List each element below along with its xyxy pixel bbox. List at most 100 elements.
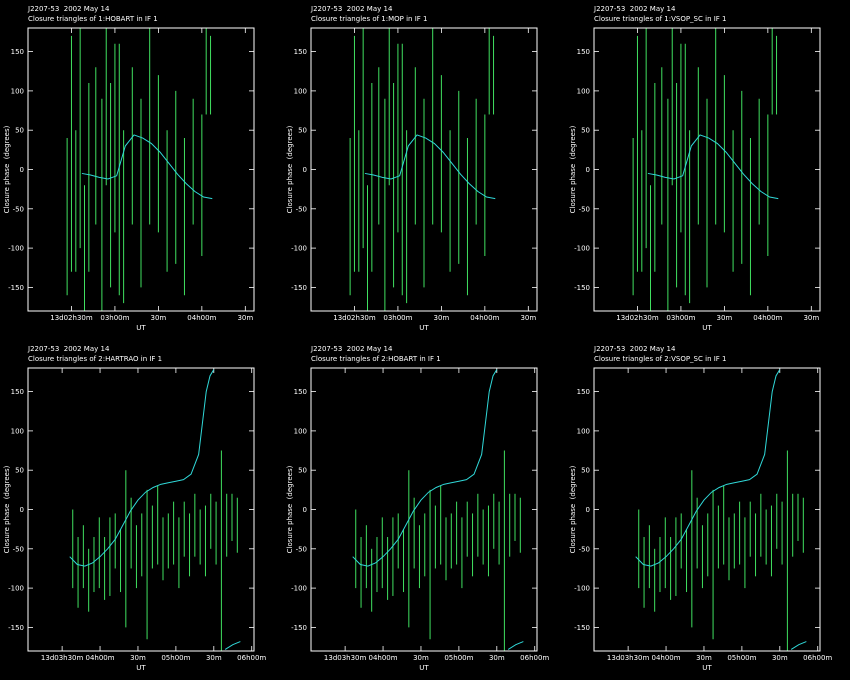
x-tick-label: 30m xyxy=(413,654,429,662)
x-tick-label: 13d02h30m xyxy=(50,314,93,322)
x-tick-label: 30m xyxy=(803,314,819,322)
x-tick-label: 30m xyxy=(237,314,253,322)
panel: J2207-53 2002 May 14 Closure triangles of… xyxy=(286,345,549,672)
x-axis-label: UT xyxy=(136,324,146,332)
x-axis-label: UT xyxy=(702,324,712,332)
chart-title: J2207-53 2002 May 14 xyxy=(310,5,393,13)
y-tick-label: 0 xyxy=(303,166,307,174)
model-curve xyxy=(69,369,241,650)
x-axis-label: UT xyxy=(136,664,146,672)
x-tick-label: 05h00m xyxy=(444,654,473,662)
chart-subtitle: Closure triangles of 1:HOBART in IF 1 xyxy=(28,15,158,23)
y-tick-label: -50 xyxy=(13,205,24,213)
x-tick-label: 05h00m xyxy=(727,654,756,662)
chart-subtitle: Closure triangles of 1:VSOP_SC in IF 1 xyxy=(594,15,727,23)
x-tick-label: 06h00m xyxy=(803,654,832,662)
y-tick-label: 50 xyxy=(15,467,24,475)
plot-area xyxy=(632,28,779,311)
chart-title: J2207-53 2002 May 14 xyxy=(27,345,110,353)
x-axis-label: UT xyxy=(702,664,712,672)
y-axis-label: Closure phase (degrees) xyxy=(3,125,11,213)
x-tick-label: 04h00m xyxy=(470,314,499,322)
y-tick-label: -100 xyxy=(291,245,307,253)
y-tick-label: 50 xyxy=(581,467,590,475)
x-tick-label: 13d02h30m xyxy=(333,314,376,322)
plot-area xyxy=(69,369,241,651)
panel: J2207-53 2002 May 14 Closure triangles of… xyxy=(286,5,538,332)
x-tick-label: 13d03h30m xyxy=(324,654,367,662)
chart-title: J2207-53 2002 May 14 xyxy=(593,345,676,353)
y-tick-label: 50 xyxy=(581,127,590,135)
plot-frame xyxy=(27,27,255,312)
y-tick-label: -50 xyxy=(579,545,590,553)
y-tick-label: 100 xyxy=(294,87,307,95)
y-tick-label: -100 xyxy=(574,585,590,593)
x-tick-label: 06h00m xyxy=(520,654,549,662)
y-axis-label: Closure phase (degrees) xyxy=(569,465,577,553)
model-curve xyxy=(647,134,779,200)
chart-subtitle: Closure triangles of 2:HOBART in IF 1 xyxy=(311,355,441,363)
plot-area xyxy=(352,369,524,651)
y-axis-label: Closure phase (degrees) xyxy=(3,465,11,553)
model-curve xyxy=(81,134,213,200)
chart-title: J2207-53 2002 May 14 xyxy=(27,5,110,13)
model-curve xyxy=(635,369,807,650)
y-tick-label: 0 xyxy=(20,166,24,174)
y-tick-label: 100 xyxy=(294,427,307,435)
x-axis-label: UT xyxy=(419,664,429,672)
chart-title: J2207-53 2002 May 14 xyxy=(593,5,676,13)
y-tick-label: 0 xyxy=(20,506,24,514)
y-tick-label: -100 xyxy=(8,585,24,593)
x-tick-label: 30m xyxy=(489,654,505,662)
x-tick-label: 13d03h30m xyxy=(41,654,84,662)
plot-area xyxy=(349,28,496,311)
plot-frame xyxy=(593,367,821,652)
x-tick-label: 03h00m xyxy=(666,314,695,322)
y-tick-label: 150 xyxy=(11,388,24,396)
y-tick-label: -150 xyxy=(8,284,24,292)
x-axis-label: UT xyxy=(419,324,429,332)
x-tick-label: 03h00m xyxy=(100,314,129,322)
x-tick-label: 30m xyxy=(151,314,167,322)
x-tick-label: 04h00m xyxy=(369,654,398,662)
panel: J2207-53 2002 May 14 Closure triangles of… xyxy=(3,5,255,332)
y-tick-label: 0 xyxy=(586,166,590,174)
y-tick-label: -150 xyxy=(574,624,590,632)
x-tick-label: 04h00m xyxy=(86,654,115,662)
x-tick-label: 30m xyxy=(520,314,536,322)
y-tick-label: 50 xyxy=(15,127,24,135)
x-tick-label: 13d03h30m xyxy=(607,654,650,662)
y-axis-label: Closure phase (degrees) xyxy=(286,125,294,213)
x-tick-label: 04h00m xyxy=(187,314,216,322)
panel: J2207-53 2002 May 14 Closure triangles of… xyxy=(3,345,266,672)
y-tick-label: 100 xyxy=(11,87,24,95)
y-tick-label: 0 xyxy=(303,506,307,514)
y-tick-label: 100 xyxy=(577,427,590,435)
chart-subtitle: Closure triangles of 2:HARTRAO in IF 1 xyxy=(28,355,162,363)
y-tick-label: 0 xyxy=(586,506,590,514)
y-tick-label: 150 xyxy=(577,388,590,396)
y-tick-label: -100 xyxy=(574,245,590,253)
plot-frame xyxy=(593,27,821,312)
y-tick-label: -50 xyxy=(296,205,307,213)
y-tick-label: -150 xyxy=(291,284,307,292)
x-tick-label: 06h00m xyxy=(237,654,266,662)
y-tick-label: 100 xyxy=(577,87,590,95)
y-tick-label: 100 xyxy=(11,427,24,435)
y-tick-label: -150 xyxy=(574,284,590,292)
model-curve xyxy=(364,134,496,200)
y-tick-label: 150 xyxy=(294,388,307,396)
y-axis-label: Closure phase (degrees) xyxy=(569,125,577,213)
y-tick-label: 50 xyxy=(298,467,307,475)
y-tick-label: -100 xyxy=(291,585,307,593)
x-tick-label: 04h00m xyxy=(753,314,782,322)
x-tick-label: 30m xyxy=(772,654,788,662)
x-tick-label: 05h00m xyxy=(161,654,190,662)
x-tick-label: 30m xyxy=(206,654,222,662)
y-axis-label: Closure phase (degrees) xyxy=(286,465,294,553)
panel: J2207-53 2002 May 14 Closure triangles of… xyxy=(569,345,832,672)
y-tick-label: -150 xyxy=(291,624,307,632)
chart-subtitle: Closure triangles of 2:VSOP_SC in IF 1 xyxy=(594,355,727,363)
